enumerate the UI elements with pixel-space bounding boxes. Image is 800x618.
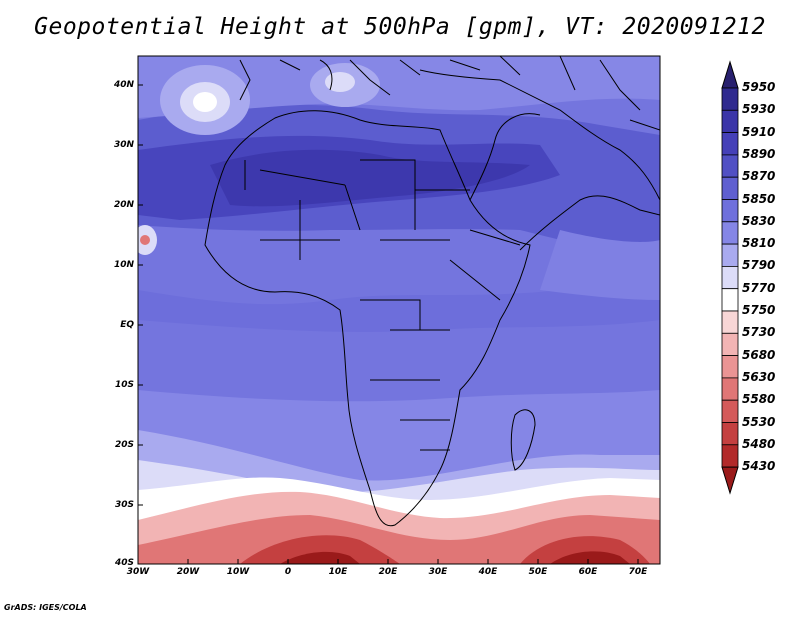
colorbar-box <box>721 444 739 468</box>
colorbar-level-label: 5810 <box>742 236 776 251</box>
colorbar-level-label: 5730 <box>742 325 776 340</box>
lon-tick-40e: 40E <box>478 567 498 577</box>
colorbar-box <box>721 422 739 446</box>
lat-tick-30n: 30N <box>113 140 134 150</box>
colorbar-level-label: 5930 <box>742 102 776 117</box>
colorbar-box <box>721 288 739 312</box>
colorbar-box <box>721 355 739 379</box>
lon-tick-20w: 20W <box>176 567 200 577</box>
colorbar-box <box>721 243 739 267</box>
colorbar-box <box>721 199 739 223</box>
map-title: Geopotential Height at 500hPa [gpm], VT:… <box>34 14 766 40</box>
colorbar-box <box>721 176 739 200</box>
lon-tick-70e: 70E <box>628 567 648 577</box>
colorbar-bottom-triangle <box>721 466 739 495</box>
lat-tick-10s: 10S <box>114 380 134 390</box>
colorbar-level-label: 5790 <box>742 258 776 273</box>
colorbar-level-label: 5770 <box>742 280 776 295</box>
lat-tick-40s: 40S <box>114 558 134 568</box>
colorbar-level-label: 5950 <box>742 80 776 94</box>
lat-tick-eq: EQ <box>120 320 134 330</box>
colorbar-top-triangle <box>721 60 739 89</box>
lat-tick-30s: 30S <box>114 500 134 510</box>
colorbar-box <box>721 265 739 290</box>
colorbar-level-label: 5530 <box>742 414 776 429</box>
lon-tick-30e: 30E <box>428 567 448 577</box>
colorbar-box <box>721 154 739 178</box>
lat-tick-10n: 10N <box>113 260 134 270</box>
tick-marks <box>138 84 639 565</box>
lon-tick-20e: 20E <box>378 567 398 577</box>
colorbar-level-label: 5680 <box>742 347 776 362</box>
colorbar-box <box>721 399 739 423</box>
colorbar-box <box>721 132 739 156</box>
lon-tick-60e: 60E <box>578 567 598 577</box>
colorbar-level-label: 5630 <box>742 369 776 384</box>
coastlines <box>204 56 660 527</box>
lon-tick-50e: 50E <box>528 567 548 577</box>
lon-tick-10e: 10E <box>328 567 348 577</box>
colorbar-box <box>721 377 739 401</box>
colorbar-level-label: 5830 <box>742 213 776 228</box>
colorbar-level-label: 5870 <box>742 169 776 184</box>
colorbar-level-label: 5480 <box>742 436 776 451</box>
colorbar-box <box>721 87 739 111</box>
colorbar-box <box>721 332 739 356</box>
lon-tick-30w: 30W <box>126 567 150 577</box>
lon-tick-0: 0 <box>284 567 292 577</box>
colorbar-box <box>721 310 739 334</box>
colorbar-level-label: 5430 <box>742 459 776 474</box>
colorbar-level-label: 5750 <box>742 303 776 317</box>
lat-tick-20s: 20S <box>114 440 134 450</box>
lon-tick-10w: 10W <box>226 567 250 577</box>
colorbar-level-label: 5890 <box>742 146 776 161</box>
height-field <box>138 56 660 564</box>
grads-credit: GrADS: IGES/COLA <box>4 603 87 612</box>
colorbar-box <box>721 221 739 245</box>
colorbar-level-label: 5910 <box>742 124 776 139</box>
colorbar-box <box>721 109 739 134</box>
lat-tick-20n: 20N <box>113 200 134 210</box>
colorbar-boxes <box>721 60 739 495</box>
map-frame <box>137 55 661 565</box>
colorbar-level-label: 5580 <box>742 392 776 407</box>
colorbar-level-label: 5850 <box>742 191 776 206</box>
lat-tick-40n: 40N <box>113 80 134 90</box>
